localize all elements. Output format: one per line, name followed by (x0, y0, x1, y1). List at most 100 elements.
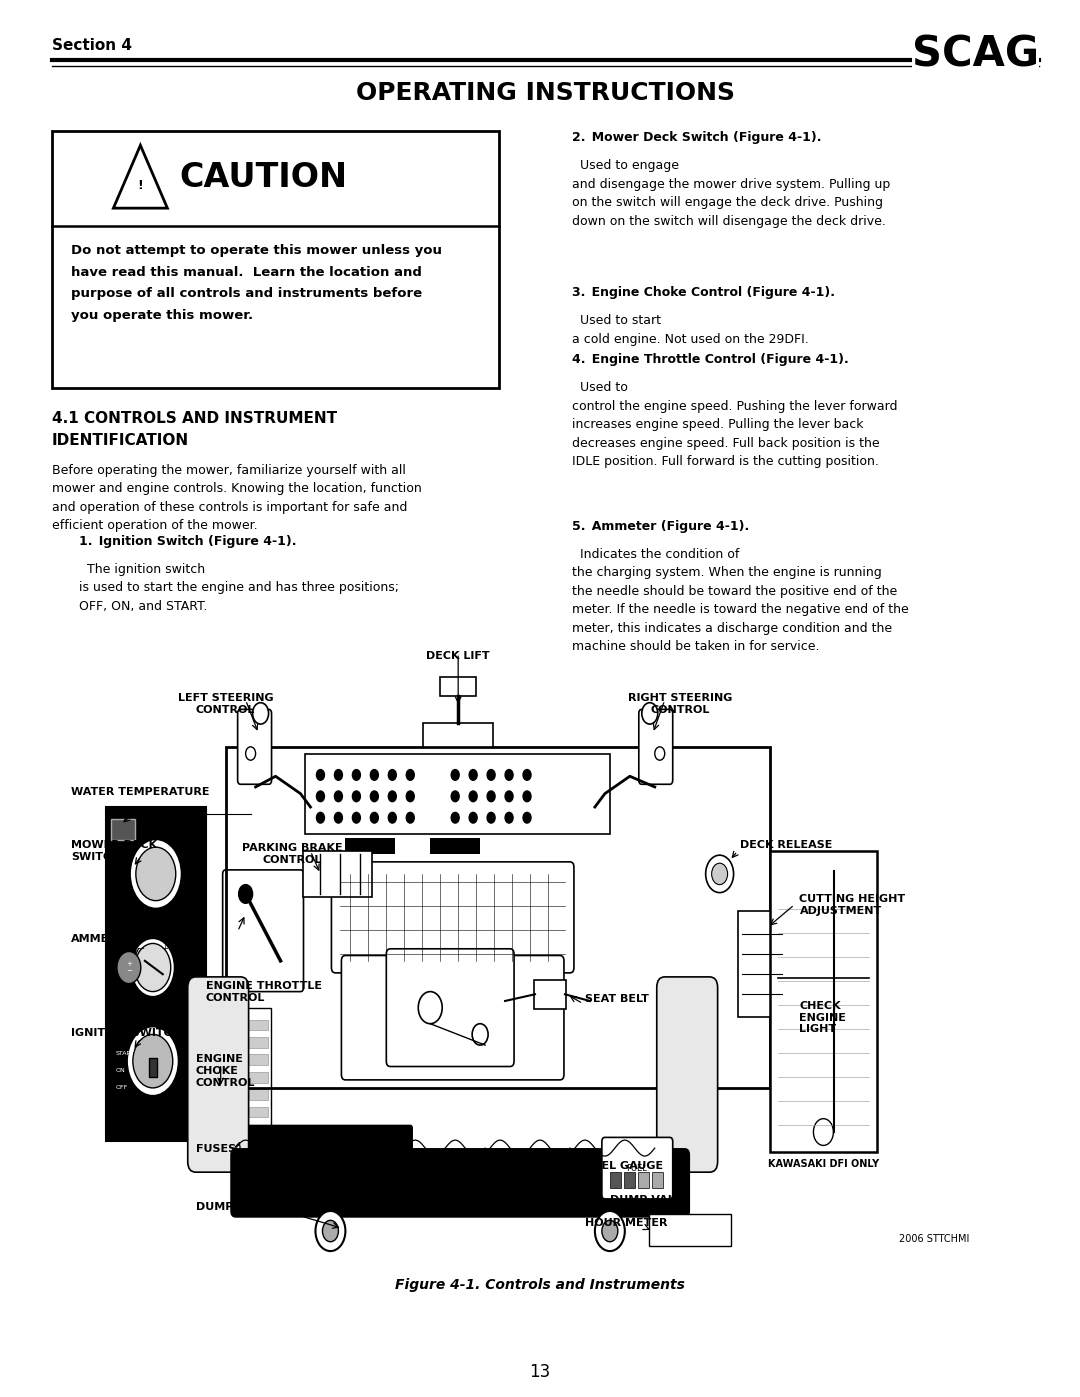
Text: −: − (137, 944, 145, 954)
Circle shape (505, 813, 513, 823)
Text: FUSES: FUSES (195, 1144, 235, 1154)
Circle shape (316, 770, 324, 781)
Text: 1. Ignition Switch (Figure 4-1).: 1. Ignition Switch (Figure 4-1). (79, 535, 296, 548)
Circle shape (469, 791, 477, 802)
Text: Used to
control the engine speed. Pushing the lever forward
increases engine spe: Used to control the engine speed. Pushin… (572, 381, 897, 468)
FancyBboxPatch shape (188, 977, 248, 1172)
Circle shape (595, 1211, 625, 1252)
Text: +: + (161, 944, 168, 954)
FancyBboxPatch shape (306, 753, 610, 834)
Text: DECK RELEASE: DECK RELEASE (740, 841, 832, 851)
Text: HOUR METER: HOUR METER (585, 1218, 667, 1228)
FancyBboxPatch shape (651, 1172, 663, 1189)
Text: Section 4: Section 4 (52, 38, 132, 53)
Circle shape (130, 840, 181, 908)
FancyBboxPatch shape (602, 1137, 673, 1199)
Text: 2. Mower Deck Switch (Figure 4-1).: 2. Mower Deck Switch (Figure 4-1). (572, 131, 822, 144)
Circle shape (505, 791, 513, 802)
Circle shape (315, 1211, 346, 1252)
FancyBboxPatch shape (222, 870, 303, 992)
Text: SEAT BELT: SEAT BELT (585, 995, 649, 1004)
Text: PARKING BRAKE
CONTROL: PARKING BRAKE CONTROL (242, 844, 342, 865)
FancyBboxPatch shape (149, 1059, 157, 1077)
Circle shape (406, 770, 415, 781)
Text: ENGINE
CHOKE
CONTROL: ENGINE CHOKE CONTROL (195, 1055, 255, 1088)
Text: Indicates the condition of
the charging system. When the engine is running
the n: Indicates the condition of the charging … (572, 548, 909, 654)
Circle shape (406, 813, 415, 823)
Text: !: ! (137, 179, 144, 193)
Circle shape (335, 791, 342, 802)
Text: MOWER DECK
SWITCH: MOWER DECK SWITCH (71, 841, 157, 862)
Circle shape (136, 847, 176, 901)
Text: CHECK
ENGINE
LIGHT: CHECK ENGINE LIGHT (799, 1002, 847, 1034)
FancyBboxPatch shape (430, 838, 481, 854)
FancyBboxPatch shape (638, 710, 673, 784)
Text: DECK LIFT: DECK LIFT (427, 651, 490, 661)
Circle shape (335, 813, 342, 823)
FancyBboxPatch shape (238, 710, 271, 784)
Circle shape (469, 813, 477, 823)
Circle shape (253, 703, 269, 724)
FancyBboxPatch shape (303, 851, 373, 897)
Circle shape (487, 770, 495, 781)
Circle shape (602, 1221, 618, 1242)
Text: ON: ON (116, 1069, 125, 1073)
Circle shape (370, 791, 378, 802)
Text: WATER TEMPERATURE: WATER TEMPERATURE (71, 787, 210, 796)
FancyBboxPatch shape (332, 862, 573, 972)
Text: OFF: OFF (116, 1085, 129, 1091)
Circle shape (352, 791, 361, 802)
Text: DUMP VALVE: DUMP VALVE (610, 1194, 689, 1204)
Text: LEFT STEERING
CONTROL: LEFT STEERING CONTROL (178, 693, 273, 715)
Text: KAWASAKI DFI ONLY: KAWASAKI DFI ONLY (768, 1158, 879, 1169)
Circle shape (418, 992, 442, 1024)
Text: AMMETER: AMMETER (71, 935, 133, 944)
FancyBboxPatch shape (441, 678, 476, 696)
Text: FUEL GAUGE: FUEL GAUGE (585, 1161, 663, 1172)
FancyBboxPatch shape (218, 1106, 268, 1118)
FancyBboxPatch shape (423, 722, 494, 747)
Circle shape (406, 791, 415, 802)
Circle shape (245, 747, 256, 760)
Circle shape (117, 951, 140, 983)
Circle shape (389, 770, 396, 781)
FancyBboxPatch shape (387, 949, 514, 1066)
Text: Do not attempt to operate this mower unless you
have read this manual.  Learn th: Do not attempt to operate this mower unl… (71, 244, 443, 321)
Circle shape (642, 703, 658, 724)
FancyBboxPatch shape (638, 1172, 649, 1189)
Circle shape (451, 791, 459, 802)
Text: Used to start
a cold engine. Not used on the 29DFI.: Used to start a cold engine. Not used on… (572, 314, 809, 346)
FancyBboxPatch shape (52, 131, 499, 388)
Circle shape (523, 813, 531, 823)
Circle shape (335, 770, 342, 781)
Circle shape (370, 770, 378, 781)
Circle shape (813, 1119, 834, 1146)
Circle shape (472, 1024, 488, 1045)
Circle shape (451, 813, 459, 823)
Text: FUEL: FUEL (626, 1164, 647, 1172)
Text: Used to engage
and disengage the mower drive system. Pulling up
on the switch wi: Used to engage and disengage the mower d… (572, 159, 891, 228)
Circle shape (654, 747, 665, 760)
FancyBboxPatch shape (106, 807, 205, 1141)
Text: IGNITION SWITCH: IGNITION SWITCH (71, 1028, 181, 1038)
Text: IDENTIFICATION: IDENTIFICATION (52, 433, 189, 448)
Circle shape (487, 791, 495, 802)
Text: SCAG: SCAG (912, 34, 1039, 75)
Text: OPERATING INSTRUCTIONS: OPERATING INSTRUCTIONS (356, 81, 734, 105)
Circle shape (239, 884, 253, 904)
FancyBboxPatch shape (624, 1172, 635, 1189)
Text: 5. Ammeter (Figure 4-1).: 5. Ammeter (Figure 4-1). (572, 520, 750, 532)
FancyBboxPatch shape (218, 1037, 268, 1048)
Circle shape (316, 813, 324, 823)
Text: Before operating the mower, familiarize yourself with all
mower and engine contr: Before operating the mower, familiarize … (52, 464, 421, 532)
Text: Figure 4-1. Controls and Instruments: Figure 4-1. Controls and Instruments (395, 1278, 685, 1292)
Text: 2006 STTCHMI: 2006 STTCHMI (900, 1235, 970, 1245)
Text: CUTTING HEIGHT
ADJUSTMENT: CUTTING HEIGHT ADJUSTMENT (799, 894, 906, 915)
FancyBboxPatch shape (341, 956, 564, 1080)
Circle shape (135, 943, 171, 992)
FancyBboxPatch shape (111, 819, 135, 841)
FancyBboxPatch shape (610, 1172, 621, 1189)
FancyBboxPatch shape (346, 838, 395, 854)
Text: 4. Engine Throttle Control (Figure 4-1).: 4. Engine Throttle Control (Figure 4-1). (572, 353, 849, 366)
Circle shape (451, 770, 459, 781)
